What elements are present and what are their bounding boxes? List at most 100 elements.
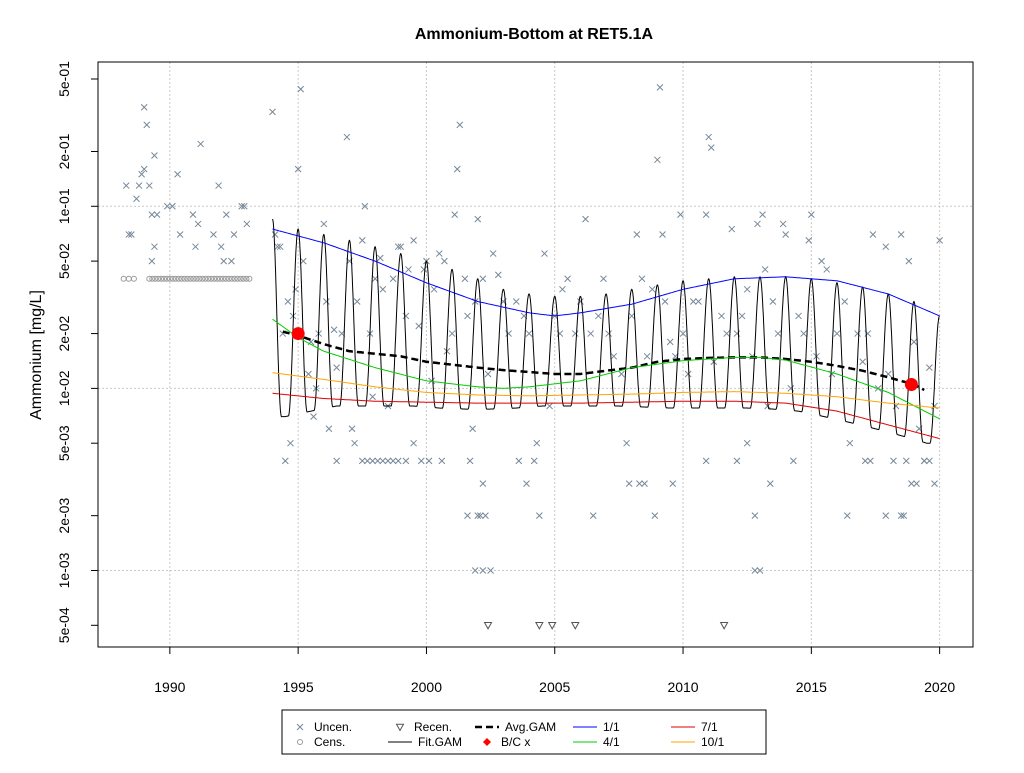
uncensored-point [333, 364, 340, 371]
uncensored-point [148, 257, 156, 265]
censored-point [172, 275, 179, 282]
uncensored-point [274, 243, 281, 251]
uncensored-point [397, 243, 405, 251]
uncensored-point [364, 457, 371, 465]
uncensored-point [926, 457, 933, 465]
y-tick-label: 5e-03 [56, 425, 72, 461]
uncensored-point [482, 512, 489, 520]
uncensored-point [410, 439, 417, 447]
uncensored-point [133, 195, 140, 203]
legend-item-s7: 7/1 [671, 720, 718, 734]
uncensored-point [618, 370, 625, 378]
uncensored-point [474, 512, 482, 520]
uncensored-point [358, 237, 366, 244]
uncensored-point [859, 358, 867, 366]
uncensored-point [292, 285, 299, 293]
uncensored-point [905, 257, 913, 265]
uncensored-point [751, 567, 759, 574]
uncensored-point [479, 567, 487, 574]
uncensored-point [143, 121, 151, 129]
uncensored-point [638, 275, 646, 283]
legend-label: B/C x [501, 735, 530, 749]
uncensored-point [535, 512, 543, 520]
uncensored-point [405, 266, 412, 273]
uncensored-point [733, 457, 741, 465]
uncensored-point [169, 202, 176, 210]
y-tick-label: 1e-01 [56, 188, 72, 224]
uncensored-point [210, 231, 217, 238]
uncensored-point [920, 457, 928, 465]
bc-point [904, 378, 918, 392]
uncensored-point [415, 322, 423, 330]
uncensored-point [651, 512, 659, 520]
uncensored-point [448, 330, 456, 337]
y-tick-label: 5e-04 [56, 607, 72, 643]
uncensored-point [323, 298, 330, 305]
censored-point [130, 275, 137, 282]
uncensored-point [882, 243, 890, 251]
censored-point [152, 275, 159, 282]
uncensored-point [135, 182, 143, 189]
uncensored-point [376, 254, 384, 262]
uncensored-point [897, 512, 905, 520]
uncensored-point [140, 103, 148, 111]
uncensored-point [425, 457, 433, 465]
uncensored-point [420, 266, 428, 273]
uncensored-point [469, 425, 476, 433]
censored-point [208, 275, 215, 282]
x-tick-label: 2005 [539, 679, 570, 695]
legend-box [281, 709, 767, 755]
uncensored-point [600, 275, 607, 283]
legend-item-bc: B/C x [483, 735, 530, 749]
uncensored-point [464, 312, 471, 320]
uncensored-point [818, 257, 825, 265]
recensored-point [483, 621, 493, 630]
censored-point [175, 275, 182, 282]
legend-item-cens: Cens. [297, 735, 345, 749]
uncensored-point [666, 338, 674, 346]
uncensored-point [633, 231, 641, 238]
censored-point [228, 275, 235, 282]
uncensored-point [564, 275, 571, 283]
legend-symbol-circle [297, 739, 303, 745]
uncensored-point [843, 512, 851, 520]
uncensored-point [466, 457, 474, 465]
uncensored-point [795, 312, 802, 320]
uncensored-point [559, 285, 566, 293]
series-s4-line [272, 318, 940, 420]
uncensored-point [153, 211, 161, 218]
uncensored-point [728, 225, 736, 233]
legend-label: Recen. [414, 720, 452, 734]
legend-item-s1: 1/1 [573, 720, 620, 734]
censored-point [225, 275, 232, 282]
uncensored-point [525, 330, 533, 337]
axes: 1990 1995 2000 2005 2010 2015 2020 5e-04 1e-03 2e… [56, 61, 955, 695]
censored-point [190, 275, 197, 282]
uncensored-point [438, 457, 446, 465]
legend-item-uncen: Uncen. [296, 720, 352, 734]
censored-point [125, 275, 132, 282]
uncensored-point [902, 457, 910, 465]
censored-point [216, 275, 223, 282]
uncensored-point [230, 231, 238, 238]
uncensored-point [456, 121, 464, 129]
series-s1-line [272, 228, 940, 317]
uncensored-point [702, 211, 710, 218]
uncensored-point [751, 512, 759, 520]
uncensored-point [125, 231, 133, 238]
uncensored-point [163, 202, 171, 210]
uncensored-point [276, 243, 284, 251]
uncensored-point [435, 250, 443, 257]
censored-point [184, 275, 191, 282]
uncensored-point [240, 202, 248, 210]
uncensored-point [371, 275, 379, 283]
legend-item-s10: 10/1 [671, 735, 725, 749]
censored-point [187, 275, 194, 282]
uncensored-point [648, 285, 656, 293]
uncensored-point [269, 108, 276, 116]
censored-point [158, 275, 165, 282]
uncensored-point [479, 480, 487, 487]
uncensored-point [430, 285, 438, 293]
uncensored-point [890, 457, 897, 465]
